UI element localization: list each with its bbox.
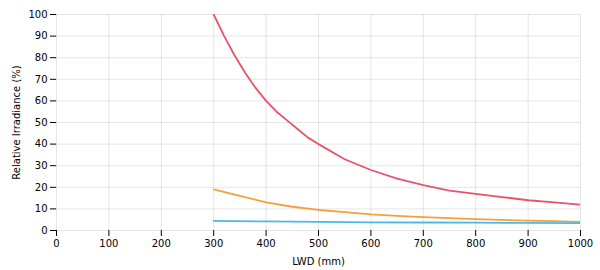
svg-text:0: 0 — [41, 225, 47, 236]
svg-text:70: 70 — [35, 74, 48, 85]
svg-text:10: 10 — [35, 203, 48, 214]
svg-text:LWD (mm): LWD (mm) — [292, 256, 345, 267]
svg-text:500: 500 — [309, 238, 328, 249]
svg-text:80: 80 — [35, 52, 48, 63]
svg-text:900: 900 — [519, 238, 538, 249]
svg-text:Relative Irradiance (%): Relative Irradiance (%) — [11, 65, 22, 179]
svg-text:90: 90 — [35, 30, 48, 41]
svg-text:100: 100 — [99, 238, 118, 249]
svg-text:100: 100 — [28, 9, 47, 20]
svg-text:30: 30 — [35, 160, 48, 171]
svg-text:800: 800 — [466, 238, 485, 249]
svg-text:40: 40 — [35, 138, 48, 149]
svg-text:300: 300 — [204, 238, 223, 249]
svg-text:60: 60 — [35, 95, 48, 106]
svg-text:700: 700 — [414, 238, 433, 249]
svg-text:600: 600 — [361, 238, 380, 249]
svg-text:0: 0 — [53, 238, 59, 249]
svg-text:20: 20 — [35, 182, 48, 193]
svg-text:200: 200 — [152, 238, 171, 249]
svg-text:400: 400 — [257, 238, 276, 249]
svg-text:1000: 1000 — [568, 238, 593, 249]
svg-text:50: 50 — [35, 117, 48, 128]
